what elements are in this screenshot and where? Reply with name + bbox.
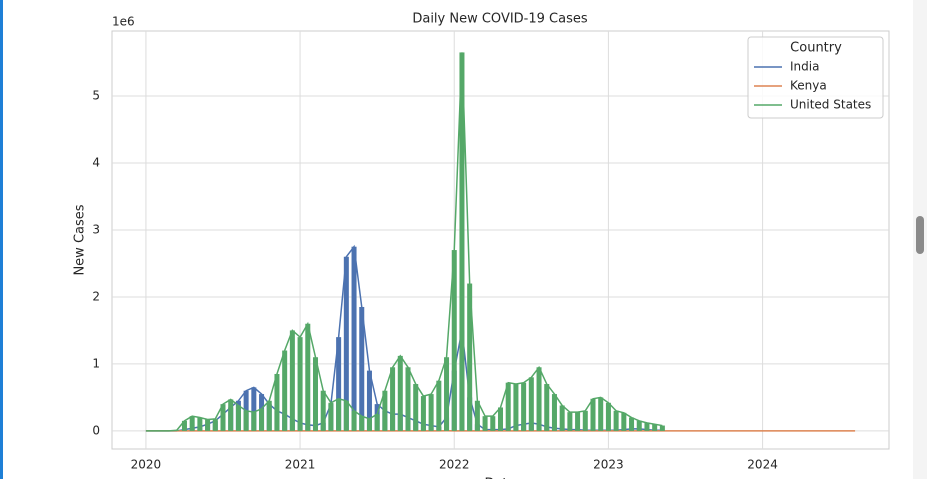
bar — [235, 405, 241, 431]
scrollbar-thumb[interactable] — [916, 216, 924, 254]
y-tick-label: 5 — [92, 88, 100, 102]
bar — [181, 420, 187, 431]
legend-label: India — [790, 60, 819, 74]
bar — [366, 370, 372, 431]
bar — [436, 380, 442, 431]
bar — [266, 400, 272, 431]
bar — [289, 330, 295, 431]
x-tick-label: 2020 — [131, 458, 162, 472]
bar — [382, 390, 388, 431]
bar — [621, 412, 627, 431]
bar — [397, 355, 403, 431]
bar — [374, 414, 380, 431]
legend-title: Country — [790, 41, 842, 56]
bar — [528, 377, 534, 431]
y-axis-label: New Cases — [73, 204, 88, 275]
bar — [521, 382, 527, 431]
legend-box — [747, 36, 884, 119]
bar — [652, 424, 658, 431]
bar — [644, 422, 650, 431]
left-edge — [0, 0, 3, 479]
y-tick-label: 4 — [92, 155, 100, 169]
bar — [197, 417, 203, 431]
bar — [305, 323, 311, 431]
bar — [444, 357, 450, 431]
bar — [629, 417, 635, 431]
bar — [497, 407, 504, 431]
bar — [575, 412, 581, 431]
bar — [259, 408, 265, 431]
bar — [251, 387, 257, 431]
chart-title: Daily New COVID-19 Cases — [412, 12, 588, 27]
bar — [413, 384, 419, 431]
bar — [474, 400, 480, 431]
y-tick-label: 1 — [92, 356, 100, 370]
bar — [567, 412, 573, 431]
bar — [505, 382, 511, 431]
bar — [605, 402, 611, 431]
bar — [513, 384, 519, 431]
series-2 — [143, 52, 665, 432]
bar — [467, 283, 473, 431]
bar — [336, 337, 342, 431]
bar — [343, 256, 349, 431]
legend-label: United States — [790, 98, 871, 112]
bar — [351, 410, 357, 431]
legend: Country India Kenya United States — [747, 36, 884, 119]
bar — [544, 384, 550, 431]
bar — [312, 357, 319, 431]
bar — [420, 396, 426, 431]
bar — [243, 410, 249, 431]
bar — [536, 367, 542, 431]
x-tick-label: 2023 — [593, 458, 624, 472]
bar — [320, 390, 326, 431]
bar — [451, 250, 457, 431]
y-offset-label: 1e6 — [112, 15, 135, 29]
bar — [359, 306, 365, 431]
bar — [359, 416, 365, 431]
bar — [366, 418, 372, 431]
y-tick-label: 3 — [92, 222, 100, 236]
bar — [212, 418, 218, 431]
bar — [220, 404, 226, 431]
bar — [559, 405, 565, 431]
bar — [551, 394, 557, 431]
bar — [297, 337, 303, 431]
bar — [582, 410, 588, 431]
bar — [659, 425, 665, 431]
marks — [143, 52, 858, 432]
bar — [405, 367, 411, 431]
bar — [189, 416, 195, 431]
bar — [636, 420, 642, 431]
bar — [328, 402, 334, 431]
x-tick-label: 2022 — [439, 458, 470, 472]
bar — [336, 398, 342, 431]
series-line — [145, 52, 663, 432]
bar — [282, 350, 288, 431]
bar — [228, 399, 234, 431]
x-tick-label: 2024 — [747, 458, 778, 472]
bar — [390, 367, 396, 431]
bar — [205, 419, 211, 431]
bar — [343, 400, 349, 431]
bar — [428, 394, 434, 431]
bar — [459, 52, 465, 431]
bar — [613, 410, 619, 431]
bar — [598, 397, 604, 431]
bar — [482, 416, 488, 431]
bar — [351, 246, 357, 431]
bar — [490, 416, 496, 431]
bar — [590, 398, 596, 431]
legend-label: Kenya — [790, 79, 827, 93]
x-tick-label: 2021 — [285, 458, 316, 472]
y-tick-label: 2 — [92, 289, 100, 303]
bar — [274, 373, 280, 431]
x-axis-label: Date — [484, 477, 515, 479]
y-tick-label: 0 — [92, 423, 100, 437]
bar — [251, 412, 257, 431]
